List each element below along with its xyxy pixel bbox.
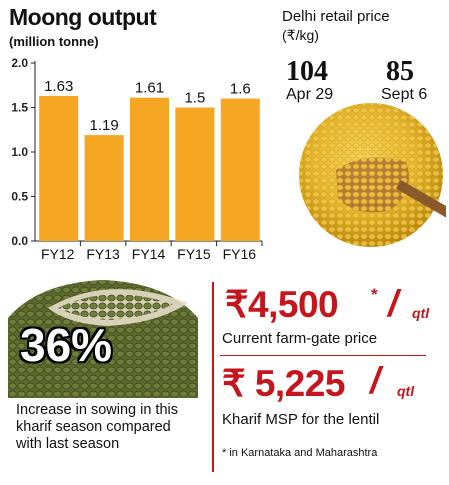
bar-value-label: 1.63	[44, 78, 73, 95]
divider-horizontal	[220, 355, 426, 356]
bar	[39, 95, 79, 242]
chart-subtitle: (million tonne)	[9, 34, 99, 49]
msp-label: Kharif MSP for the lentil	[222, 411, 380, 428]
divider-vertical	[212, 282, 214, 472]
farm-gate-asterisk: *	[371, 285, 378, 304]
y-tick-label: 1.0	[11, 145, 28, 159]
retail-price-date-april: Apr 29	[286, 86, 334, 103]
retail-price-value-sept: 85	[386, 56, 414, 87]
msp-slash: /	[370, 360, 381, 401]
x-tick-label: FY13	[86, 246, 120, 262]
bar-value-label: 1.61	[135, 80, 164, 97]
farm-gate-price-value: ₹4,500	[225, 284, 339, 325]
bar	[129, 97, 170, 242]
y-tick-label: 0.0	[11, 234, 28, 248]
msp-unit: qtl	[397, 383, 415, 399]
bar-value-label: 1.19	[89, 117, 118, 134]
lentil-bowl-image	[299, 103, 446, 247]
msp-value: ₹ 5,225	[222, 363, 345, 404]
bar	[220, 98, 260, 241]
bar-chart: 0.0 0.5 1.0 1.5 2.0 1.63 FY12 1.19 FY13 1.61 FY14 1…	[11, 56, 263, 262]
y-tick-label: 0.5	[11, 190, 28, 204]
x-tick-label: FY14	[132, 246, 166, 262]
x-tick-label: FY16	[223, 246, 257, 262]
x-tick-label: FY15	[177, 246, 211, 262]
farm-gate-unit: qtl	[412, 305, 430, 321]
y-tick-label: 1.5	[11, 101, 28, 115]
chart-title: Moong output	[9, 4, 157, 30]
sowing-increase-description: Increase in sowing in this kharif season…	[16, 402, 178, 452]
retail-price-date-sept: Sept 6	[381, 86, 428, 103]
retail-price-value-april: 104	[286, 56, 328, 87]
retail-price-unit: (₹/kg)	[282, 27, 319, 43]
bar-value-label: 1.5	[184, 90, 205, 107]
farm-gate-price-label: Current farm-gate price	[222, 330, 378, 347]
moong-beans-image	[8, 280, 198, 398]
x-tick-label: FY12	[41, 246, 75, 262]
farm-gate-slash: /	[388, 283, 399, 324]
y-tick-label: 2.0	[11, 56, 28, 70]
bar	[84, 135, 124, 241]
bar-value-label: 1.6	[230, 81, 251, 98]
bar	[175, 107, 215, 241]
footnote: * in Karnataka and Maharashtra	[222, 447, 378, 459]
sowing-increase-percent: 36%	[20, 319, 113, 371]
retail-price-title: Delhi retail price	[282, 8, 390, 25]
